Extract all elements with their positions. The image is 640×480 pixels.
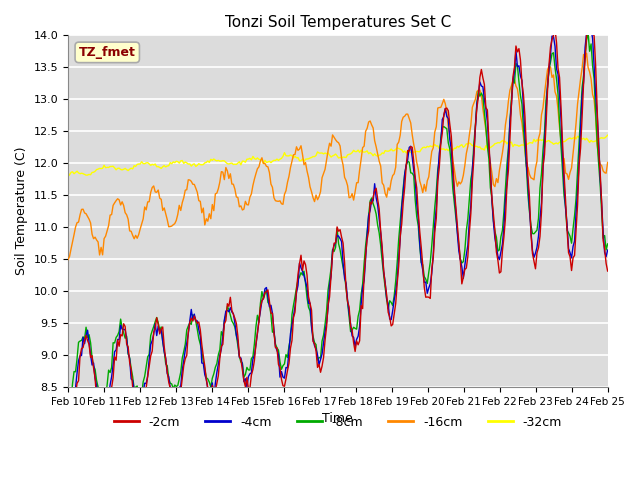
Legend: -2cm, -4cm, -8cm, -16cm, -32cm: -2cm, -4cm, -8cm, -16cm, -32cm bbox=[109, 410, 567, 433]
X-axis label: Time: Time bbox=[323, 412, 353, 425]
Text: TZ_fmet: TZ_fmet bbox=[79, 46, 136, 59]
Title: Tonzi Soil Temperatures Set C: Tonzi Soil Temperatures Set C bbox=[225, 15, 451, 30]
Y-axis label: Soil Temperature (C): Soil Temperature (C) bbox=[15, 147, 28, 276]
